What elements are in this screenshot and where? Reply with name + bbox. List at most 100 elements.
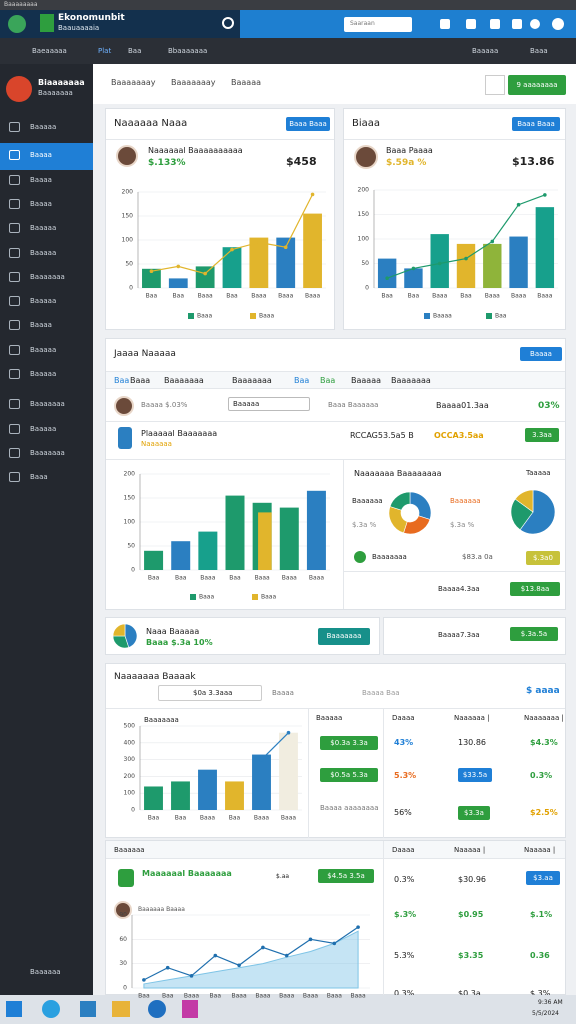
app-icon[interactable]: [112, 1001, 130, 1017]
toolbar-right[interactable]: $ aaaa: [526, 686, 560, 696]
badge: $3.3a: [458, 806, 490, 820]
cell: $0.95: [458, 910, 484, 919]
select[interactable]: Baaaaa: [228, 397, 310, 411]
row-sub: Baaaa $.03%: [141, 401, 188, 409]
column-header: Baaaaa: [351, 376, 381, 385]
cell: $0.3a: [458, 989, 481, 998]
header: Ekonomunbit Baauaaaaia Saaraan: [0, 10, 576, 38]
card-button[interactable]: Baaa Baaa: [512, 117, 560, 131]
sidebar-footer[interactable]: Baaaaaa: [30, 968, 61, 976]
input[interactable]: $0a 3.3aaa: [158, 685, 262, 701]
divider: [106, 421, 565, 422]
sidebar-item[interactable]: Baaaaaaa: [30, 272, 65, 281]
column-header: Baa: [294, 376, 310, 385]
icon[interactable]: [490, 19, 500, 29]
sidebar-icon: [9, 223, 20, 234]
sidebar: Biaaaaaaa Baaaaaaa Baaaaa Baaaa Baaaa Baaaa…: [0, 64, 93, 995]
nav-item[interactable]: Plat: [98, 47, 112, 55]
sidebar-item[interactable]: Baaaaaaa: [30, 400, 65, 409]
sidebar-item[interactable]: Baaaa: [30, 175, 52, 184]
avatar[interactable]: [552, 18, 564, 30]
column-header: Baaaaaaa: [232, 376, 272, 385]
icon[interactable]: [440, 19, 450, 29]
card: Naaaaaa Naaa Baaa Baaa Naaaaaal Baaaaaaa…: [105, 108, 335, 330]
item-value: $83.a 0a: [462, 553, 493, 561]
sidebar-item[interactable]: Baaaaaaa: [30, 448, 65, 457]
app-icon[interactable]: [148, 1000, 166, 1018]
start-button[interactable]: [6, 1001, 22, 1017]
row-pct: 03%: [538, 401, 560, 411]
app-icon[interactable]: [182, 1000, 198, 1018]
row-amount: Baaaa01.3aa: [436, 401, 489, 410]
card-button[interactable]: Baaa Baaa: [286, 117, 330, 131]
sidebar-item[interactable]: Baaaaa: [30, 345, 57, 354]
nav-item[interactable]: Baeaaaaa: [32, 47, 67, 55]
primary-button[interactable]: 9 aaaaaaaa: [508, 75, 566, 95]
brand: Biaaaaaaa: [38, 78, 85, 87]
row-card: Naaa Baaaaa Baaa $.3a 10% Baaaaaaa: [105, 617, 380, 655]
column-header: Daaaa: [392, 846, 415, 854]
column-header: Baaaaaaa: [164, 376, 204, 385]
person-tag: $.aa: [276, 873, 290, 880]
tab[interactable]: Baaaaaaay: [171, 78, 216, 87]
icon[interactable]: [466, 19, 476, 29]
nav-bar: Baeaaaaa Plat Baa Bbaaaaaaa Baaaaa Baaa: [0, 38, 576, 64]
column-header: Baaaaaaa: [391, 376, 431, 385]
sidebar-item[interactable]: Baaaaa: [30, 123, 57, 131]
nav-item[interactable]: Baa: [128, 47, 142, 55]
badge: $4.5a 3.5a: [318, 869, 374, 883]
sidebar-icon: [9, 447, 20, 458]
row-card-amount: Baaaa7.3aa: [438, 631, 480, 639]
divider: [383, 841, 384, 996]
filter[interactable]: Baaaa Baa: [362, 689, 400, 697]
date: 5/5/2024: [532, 1010, 559, 1017]
sidebar-item[interactable]: Baaaaa: [30, 297, 57, 306]
search-button[interactable]: [485, 75, 505, 95]
sidebar-item[interactable]: Baaaaa: [30, 248, 57, 257]
nav-item[interactable]: Baaaaa: [472, 47, 499, 55]
sidebar-item[interactable]: Baaaa: [30, 199, 52, 208]
sidebar-item[interactable]: Baaa: [30, 473, 48, 482]
sidebar-item[interactable]: Baaaa: [30, 151, 52, 160]
badge: $3.aa: [526, 871, 560, 885]
sidebar-item[interactable]: Baaaa: [30, 321, 52, 330]
icon[interactable]: [530, 19, 540, 29]
action[interactable]: Baaaa: [272, 689, 294, 697]
section: Jaaaa Naaaaa Baaaa Baa Baaa Baaaaaaa Baa…: [105, 338, 566, 610]
row-card-button[interactable]: Baaaaaaa: [318, 628, 370, 645]
cell: $3.35: [458, 951, 484, 960]
sidebar-item[interactable]: Baaaaa: [30, 424, 57, 433]
avatar: [114, 901, 132, 919]
nav-item[interactable]: Bbaaaaaaa: [168, 47, 208, 55]
sidebar-item[interactable]: Baaaaa: [30, 224, 57, 233]
divider: [106, 459, 565, 460]
icon[interactable]: [512, 19, 522, 29]
search-icon[interactable]: [222, 17, 234, 29]
column-header: Baaa: [130, 376, 151, 385]
icon: [118, 869, 134, 887]
sidebar-item[interactable]: Baaaaa: [30, 370, 57, 378]
row-amount: OCCA3.5aa: [434, 431, 484, 440]
sidebar-icon: [9, 472, 20, 483]
item: Baaaaaaa: [372, 553, 407, 561]
column-header: Naaaaa |: [454, 846, 486, 854]
column-header: Baa: [320, 376, 336, 385]
section-button[interactable]: Baaaa: [520, 347, 562, 361]
avatar: [354, 145, 378, 169]
column-header: Naaaaaaa |: [524, 714, 564, 722]
app-icon[interactable]: [42, 1000, 60, 1018]
cell: $.3%: [394, 910, 417, 919]
tab[interactable]: Baaaaaaay: [111, 78, 156, 87]
nav-item[interactable]: Baaa: [530, 47, 548, 55]
search-box[interactable]: Saaraan: [344, 17, 412, 32]
logo: [8, 15, 26, 33]
cell: 130.86: [458, 738, 486, 747]
card: Biaaa Baaa Baaa Baaa Paaaa $.59a % $13.8…: [343, 108, 566, 330]
app-icon[interactable]: [80, 1001, 96, 1017]
row-card-title: Naaa Baaaaa: [146, 627, 200, 636]
cell: $.3%: [530, 989, 551, 998]
column-header: Daaaa: [392, 714, 415, 722]
tab[interactable]: Baaaaa: [231, 78, 261, 87]
window-bar: Baaaaaaaa: [0, 0, 576, 10]
table-header: [106, 371, 565, 389]
